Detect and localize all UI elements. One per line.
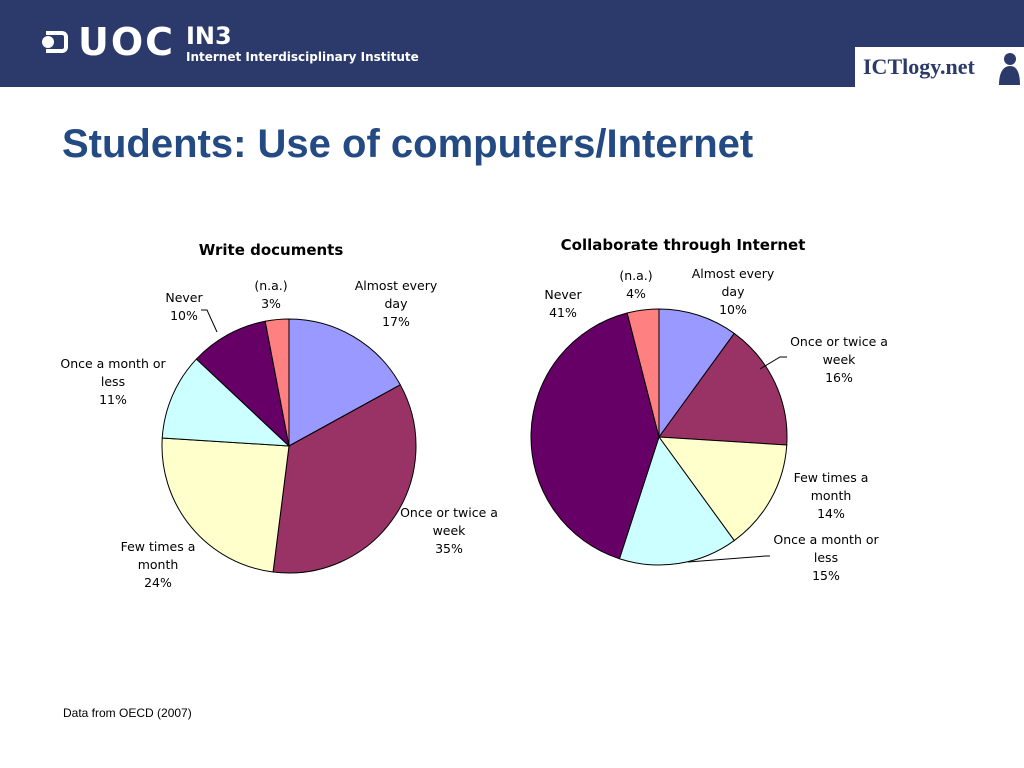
page-title: Students: Use of computers/Internet [62,122,754,166]
pie-slice-almost-every-day[interactable] [288,318,401,447]
uoc-logo-text: UOC [78,20,176,64]
logo-bracket-icon [46,31,68,53]
in3-logo-title: IN3 [186,22,232,50]
source-note: Data from OECD (2007) [63,706,192,720]
pie-label-few-times-a-month: Few times a month 14% [794,470,869,521]
pie-slice-almost-every-day[interactable] [658,308,735,439]
pie-leader-line [759,356,787,370]
pie-leader-line [687,555,770,563]
pie-slice-once-or-twice-a-week[interactable] [272,384,417,574]
uoc-logo[interactable]: UOC [42,22,175,62]
pie-label-once-a-month-or-less: Once a month or less 15% [773,532,879,583]
pie-slice-once-a-month-or-less[interactable] [618,435,735,566]
pie-chart-write-documents: Write documents Almost every day 17% Once or… [60,241,498,590]
pie-label-n-a: (n.a.) 3% [254,278,287,311]
pie-chart-title: Collaborate through Internet [561,236,806,254]
pie-label-never: Never 41% [544,287,582,320]
header-bar: UOC IN3 Internet Interdisciplinary Insti… [0,0,1024,87]
in3-logo-subtitle: Internet Interdisciplinary Institute [186,50,419,64]
pie-label-once-a-month-or-less: Once a month or less 11% [60,356,166,407]
person-silhouette-icon [999,53,1020,85]
pie-label-never: Never 10% [165,290,203,323]
pie-chart-collaborate-internet: Collaborate through Internet Almost every… [530,236,888,583]
pie-slice-never[interactable] [530,312,660,560]
pie-label-once-or-twice-a-week: Once or twice a week 35% [400,505,498,556]
pie-label-almost-every-day: Almost every day 10% [692,266,775,317]
pie-label-once-or-twice-a-week: Once or twice a week 16% [790,334,888,385]
pie-slice-once-or-twice-a-week[interactable] [658,332,788,446]
ictlogy-brand-text: ICTlogy.net [863,54,975,79]
pie-slice-n-a[interactable] [264,318,290,447]
logo-dot-icon [42,36,54,48]
pie-chart-title: Write documents [199,241,344,259]
in3-logo[interactable]: IN3 Internet Interdisciplinary Institute [186,24,419,64]
pie-label-almost-every-day: Almost every day 17% [355,278,438,329]
pie-slice-n-a[interactable] [626,308,660,438]
pie-slice-once-a-month-or-less[interactable] [161,358,291,447]
pie-slice-never[interactable] [195,320,290,448]
pie-slice-few-times-a-month[interactable] [161,437,290,573]
pie-slice-few-times-a-month[interactable] [657,436,788,542]
ictlogy-brand[interactable]: ICTlogy.net [855,47,1024,87]
pie-label-n-a: (n.a.) 4% [619,268,652,301]
pie-label-few-times-a-month: Few times a month 24% [121,539,196,590]
pie-leader-line [201,309,218,333]
